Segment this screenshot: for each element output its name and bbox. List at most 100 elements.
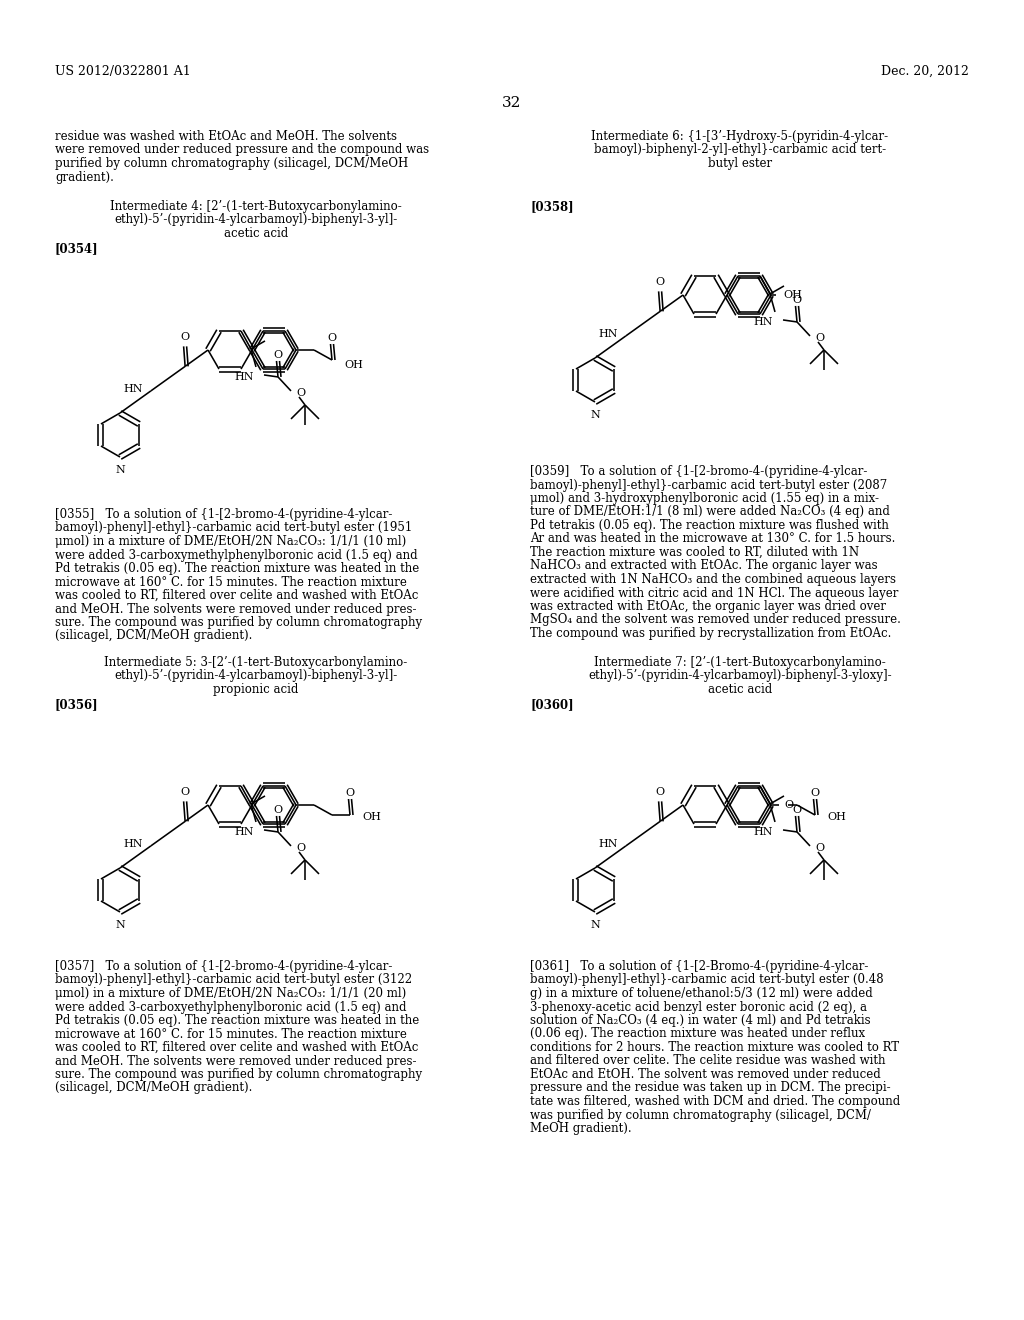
Text: O: O xyxy=(815,843,824,853)
Text: N: N xyxy=(590,411,600,420)
Text: purified by column chromatography (silicagel, DCM/MeOH: purified by column chromatography (silic… xyxy=(55,157,409,170)
Text: was extracted with EtOAc, the organic layer was dried over: was extracted with EtOAc, the organic la… xyxy=(530,601,886,612)
Text: μmol) and 3-hydroxyphenylboronic acid (1.55 eq) in a mix-: μmol) and 3-hydroxyphenylboronic acid (1… xyxy=(530,492,879,506)
Text: HN: HN xyxy=(123,384,142,393)
Text: gradient).: gradient). xyxy=(55,170,114,183)
Text: NaHCO₃ and extracted with EtOAc. The organic layer was: NaHCO₃ and extracted with EtOAc. The org… xyxy=(530,560,878,573)
Text: conditions for 2 hours. The reaction mixture was cooled to RT: conditions for 2 hours. The reaction mix… xyxy=(530,1041,899,1053)
Text: N: N xyxy=(115,920,125,931)
Text: [0359]   To a solution of {1-[2-bromo-4-(pyridine-4-ylcar-: [0359] To a solution of {1-[2-bromo-4-(p… xyxy=(530,465,867,478)
Text: 3-phenoxy-acetic acid benzyl ester boronic acid (2 eq), a: 3-phenoxy-acetic acid benzyl ester boron… xyxy=(530,1001,867,1014)
Text: HN: HN xyxy=(598,329,617,339)
Text: OH: OH xyxy=(362,812,381,822)
Text: was purified by column chromatography (silicagel, DCM/: was purified by column chromatography (s… xyxy=(530,1109,871,1122)
Text: O: O xyxy=(655,787,665,797)
Text: [0356]: [0356] xyxy=(55,698,98,711)
Text: and filtered over celite. The celite residue was washed with: and filtered over celite. The celite res… xyxy=(530,1055,886,1068)
Text: O: O xyxy=(345,788,354,799)
Text: ture of DME/EtOH:1/1 (8 ml) were added Na₂CO₃ (4 eq) and: ture of DME/EtOH:1/1 (8 ml) were added N… xyxy=(530,506,890,519)
Text: (silicagel, DCM/MeOH gradient).: (silicagel, DCM/MeOH gradient). xyxy=(55,630,252,643)
Text: residue was washed with EtOAc and MeOH. The solvents: residue was washed with EtOAc and MeOH. … xyxy=(55,129,397,143)
Text: and MeOH. The solvents were removed under reduced pres-: and MeOH. The solvents were removed unde… xyxy=(55,602,417,615)
Text: N: N xyxy=(590,920,600,931)
Text: Pd tetrakis (0.05 eq). The reaction mixture was flushed with: Pd tetrakis (0.05 eq). The reaction mixt… xyxy=(530,519,889,532)
Text: HN: HN xyxy=(754,826,773,837)
Text: bamoyl)-phenyl]-ethyl}-carbamic acid tert-butyl ester (0.48: bamoyl)-phenyl]-ethyl}-carbamic acid ter… xyxy=(530,974,884,986)
Text: ethyl)-5’-(pyridin-4-ylcarbamoyl)-biphenyl-3-yloxy]-: ethyl)-5’-(pyridin-4-ylcarbamoyl)-biphen… xyxy=(588,669,892,682)
Text: Intermediate 7: [2’-(1-tert-Butoxycarbonylamino-: Intermediate 7: [2’-(1-tert-Butoxycarbon… xyxy=(594,656,886,669)
Text: O: O xyxy=(793,805,802,814)
Text: [0360]: [0360] xyxy=(530,698,573,711)
Text: (silicagel, DCM/MeOH gradient).: (silicagel, DCM/MeOH gradient). xyxy=(55,1081,252,1094)
Text: were acidified with citric acid and 1N HCl. The aqueous layer: were acidified with citric acid and 1N H… xyxy=(530,586,898,599)
Text: Dec. 20, 2012: Dec. 20, 2012 xyxy=(881,65,969,78)
Text: Intermediate 5: 3-[2’-(1-tert-Butoxycarbonylamino-: Intermediate 5: 3-[2’-(1-tert-Butoxycarb… xyxy=(104,656,408,669)
Text: sure. The compound was purified by column chromatography: sure. The compound was purified by colum… xyxy=(55,1068,422,1081)
Text: g) in a mixture of toluene/ethanol:5/3 (12 ml) were added: g) in a mixture of toluene/ethanol:5/3 (… xyxy=(530,987,872,1001)
Text: and MeOH. The solvents were removed under reduced pres-: and MeOH. The solvents were removed unde… xyxy=(55,1055,417,1068)
Text: acetic acid: acetic acid xyxy=(708,682,772,696)
Text: [0354]: [0354] xyxy=(55,242,98,255)
Text: MgSO₄ and the solvent was removed under reduced pressure.: MgSO₄ and the solvent was removed under … xyxy=(530,614,901,627)
Text: bamoyl)-phenyl]-ethyl}-carbamic acid tert-butyl ester (1951: bamoyl)-phenyl]-ethyl}-carbamic acid ter… xyxy=(55,521,413,535)
Text: Intermediate 4: [2’-(1-tert-Butoxycarbonylamino-: Intermediate 4: [2’-(1-tert-Butoxycarbon… xyxy=(111,201,401,213)
Text: HN: HN xyxy=(234,826,254,837)
Text: O: O xyxy=(328,333,337,343)
Text: bamoyl)-phenyl]-ethyl}-carbamic acid tert-butyl ester (3122: bamoyl)-phenyl]-ethyl}-carbamic acid ter… xyxy=(55,974,412,986)
Text: bamoyl)-biphenyl-2-yl]-ethyl}-carbamic acid tert-: bamoyl)-biphenyl-2-yl]-ethyl}-carbamic a… xyxy=(594,144,886,157)
Text: (0.06 eq). The reaction mixture was heated under reflux: (0.06 eq). The reaction mixture was heat… xyxy=(530,1027,865,1040)
Text: microwave at 160° C. for 15 minutes. The reaction mixture: microwave at 160° C. for 15 minutes. The… xyxy=(55,576,407,589)
Text: HN: HN xyxy=(234,372,254,381)
Text: N: N xyxy=(115,465,125,475)
Text: were removed under reduced pressure and the compound was: were removed under reduced pressure and … xyxy=(55,144,429,157)
Text: Intermediate 6: {1-[3’-Hydroxy-5-(pyridin-4-ylcar-: Intermediate 6: {1-[3’-Hydroxy-5-(pyridi… xyxy=(592,129,889,143)
Text: [0355]   To a solution of {1-[2-bromo-4-(pyridine-4-ylcar-: [0355] To a solution of {1-[2-bromo-4-(p… xyxy=(55,508,392,521)
Text: The compound was purified by recrystallization from EtOAc.: The compound was purified by recrystalli… xyxy=(530,627,891,640)
Text: OH: OH xyxy=(783,290,802,300)
Text: μmol) in a mixture of DME/EtOH/2N Na₂CO₃: 1/1/1 (20 ml): μmol) in a mixture of DME/EtOH/2N Na₂CO₃… xyxy=(55,987,407,1001)
Text: Ar and was heated in the microwave at 130° C. for 1.5 hours.: Ar and was heated in the microwave at 13… xyxy=(530,532,895,545)
Text: acetic acid: acetic acid xyxy=(224,227,288,240)
Text: The reaction mixture was cooled to RT, diluted with 1N: The reaction mixture was cooled to RT, d… xyxy=(530,546,859,558)
Text: HN: HN xyxy=(123,840,142,849)
Text: pressure and the residue was taken up in DCM. The precipi-: pressure and the residue was taken up in… xyxy=(530,1081,891,1094)
Text: O: O xyxy=(655,277,665,288)
Text: O: O xyxy=(815,333,824,343)
Text: ethyl)-5’-(pyridin-4-ylcarbamoyl)-biphenyl-3-yl]-: ethyl)-5’-(pyridin-4-ylcarbamoyl)-biphen… xyxy=(115,669,397,682)
Text: O: O xyxy=(296,843,305,853)
Text: MeOH gradient).: MeOH gradient). xyxy=(530,1122,632,1135)
Text: [0361]   To a solution of {1-[2-Bromo-4-(pyridine-4-ylcar-: [0361] To a solution of {1-[2-Bromo-4-(p… xyxy=(530,960,868,973)
Text: O: O xyxy=(180,787,189,797)
Text: EtOAc and EtOH. The solvent was removed under reduced: EtOAc and EtOH. The solvent was removed … xyxy=(530,1068,881,1081)
Text: was cooled to RT, filtered over celite and washed with EtOAc: was cooled to RT, filtered over celite a… xyxy=(55,1041,419,1053)
Text: OH: OH xyxy=(827,812,846,822)
Text: O: O xyxy=(273,350,283,360)
Text: O: O xyxy=(810,788,819,799)
Text: extracted with 1N NaHCO₃ and the combined aqueous layers: extracted with 1N NaHCO₃ and the combine… xyxy=(530,573,896,586)
Text: bamoyl)-phenyl]-ethyl}-carbamic acid tert-butyl ester (2087: bamoyl)-phenyl]-ethyl}-carbamic acid ter… xyxy=(530,479,887,491)
Text: ethyl)-5’-(pyridin-4-ylcarbamoyl)-biphenyl-3-yl]-: ethyl)-5’-(pyridin-4-ylcarbamoyl)-biphen… xyxy=(115,214,397,227)
Text: microwave at 160° C. for 15 minutes. The reaction mixture: microwave at 160° C. for 15 minutes. The… xyxy=(55,1027,407,1040)
Text: μmol) in a mixture of DME/EtOH/2N Na₂CO₃: 1/1/1 (10 ml): μmol) in a mixture of DME/EtOH/2N Na₂CO₃… xyxy=(55,535,407,548)
Text: tate was filtered, washed with DCM and dried. The compound: tate was filtered, washed with DCM and d… xyxy=(530,1096,900,1107)
Text: O: O xyxy=(180,333,189,342)
Text: were added 3-carboxymethylphenylboronic acid (1.5 eq) and: were added 3-carboxymethylphenylboronic … xyxy=(55,549,418,561)
Text: O: O xyxy=(784,800,794,810)
Text: HN: HN xyxy=(598,840,617,849)
Text: Pd tetrakis (0.05 eq). The reaction mixture was heated in the: Pd tetrakis (0.05 eq). The reaction mixt… xyxy=(55,1014,419,1027)
Text: OH: OH xyxy=(344,360,362,370)
Text: O: O xyxy=(273,805,283,814)
Text: O: O xyxy=(296,388,305,397)
Text: were added 3-carboxyethylphenylboronic acid (1.5 eq) and: were added 3-carboxyethylphenylboronic a… xyxy=(55,1001,407,1014)
Text: sure. The compound was purified by column chromatography: sure. The compound was purified by colum… xyxy=(55,616,422,630)
Text: [0357]   To a solution of {1-[2-bromo-4-(pyridine-4-ylcar-: [0357] To a solution of {1-[2-bromo-4-(p… xyxy=(55,960,392,973)
Text: was cooled to RT, filtered over celite and washed with EtOAc: was cooled to RT, filtered over celite a… xyxy=(55,589,419,602)
Text: Pd tetrakis (0.05 eq). The reaction mixture was heated in the: Pd tetrakis (0.05 eq). The reaction mixt… xyxy=(55,562,419,576)
Text: solution of Na₂CO₃ (4 eq.) in water (4 ml) and Pd tetrakis: solution of Na₂CO₃ (4 eq.) in water (4 m… xyxy=(530,1014,870,1027)
Text: US 2012/0322801 A1: US 2012/0322801 A1 xyxy=(55,65,190,78)
Text: O: O xyxy=(793,294,802,305)
Text: [0358]: [0358] xyxy=(530,201,573,213)
Text: 32: 32 xyxy=(503,96,521,110)
Text: butyl ester: butyl ester xyxy=(708,157,772,170)
Text: HN: HN xyxy=(754,317,773,327)
